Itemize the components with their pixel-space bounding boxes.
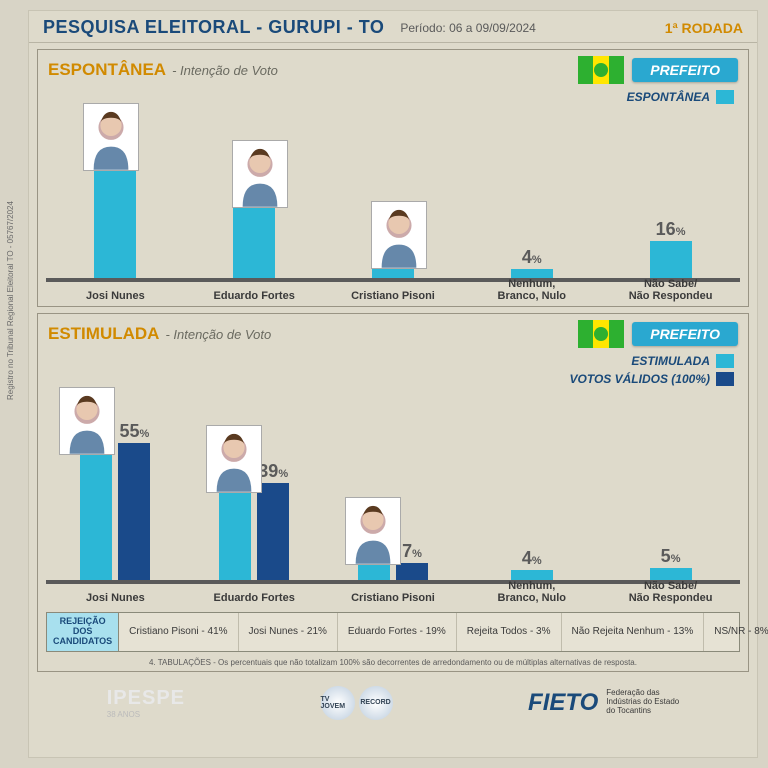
bar: 4%: [372, 269, 414, 278]
tv-logos: TV JOVEM RECORD: [321, 686, 393, 720]
bars-group: 30%: [233, 208, 275, 278]
bars-group: 50%55%: [80, 443, 150, 581]
stimulated-legend: ESTIMULADA VOTOS VÁLIDOS (100%): [38, 350, 748, 386]
category-label: Não Sabe/Não Respondeu: [629, 278, 713, 302]
record-logo: RECORD: [359, 686, 393, 720]
category-label: Nenhum,Branco, Nulo: [498, 278, 566, 302]
rejection-item: Josi Nunes - 21%: [239, 613, 338, 651]
bar: 16%: [650, 241, 692, 278]
chart-slot: 4%Nenhum,Branco, Nulo: [462, 106, 601, 306]
rejection-item: Rejeita Todos - 3%: [457, 613, 562, 651]
chart-slot: 4%Nenhum,Branco, Nulo: [462, 388, 601, 608]
category-label: Cristiano Pisoni: [351, 592, 435, 604]
flag-icon: [578, 56, 624, 84]
chart-slot: 4% Cristiano Pisoni: [324, 106, 463, 306]
category-label: Cristiano Pisoni: [351, 290, 435, 302]
rejection-item: Cristiano Pisoni - 41%: [119, 613, 238, 651]
candidate-photo: [206, 425, 262, 493]
candidate-photo: [232, 140, 288, 208]
header-title: PESQUISA ELEITORAL - GURUPI - TO: [43, 17, 384, 38]
candidate-photo: [59, 387, 115, 455]
chart-slot: 16%Não Sabe/Não Respondeu: [601, 106, 740, 306]
ipespe-logo: IPESPE 38 ANOS: [107, 687, 185, 719]
bars-group: 16%: [650, 241, 692, 278]
bars-group: 4%: [511, 570, 553, 580]
rejection-item: NS/NR - 8%: [704, 613, 768, 651]
bar: 4%: [511, 570, 553, 580]
legend-item: ESPONTÂNEA: [627, 90, 734, 104]
fieto-logo: FIETO Federação dasIndústrias do Estadod…: [528, 689, 679, 717]
legend-swatch: [716, 372, 734, 386]
legend-item: ESTIMULADA: [631, 354, 734, 368]
bar: 39%: [257, 483, 289, 581]
bar-value: 39%: [258, 461, 288, 482]
candidate-photo: [371, 201, 427, 269]
stimulated-panel: ESTIMULADA - Intenção de Voto PREFEITO E…: [37, 313, 749, 672]
bar: 35%: [219, 493, 251, 581]
bar: 7%: [396, 563, 428, 581]
rejection-title: REJEIÇÃO DOSCANDIDATOS: [47, 613, 119, 651]
bar-value: 5%: [661, 546, 681, 567]
spontaneous-chart: 46% Josi Nunes 30% Eduardo Fortes 4% Cristian…: [46, 106, 740, 306]
bar-value: 4%: [522, 548, 542, 569]
spontaneous-legend: ESPONTÂNEA: [38, 86, 748, 104]
bars-group: 5%: [650, 568, 692, 581]
rejection-strip: REJEIÇÃO DOSCANDIDATOS Cristiano Pisoni …: [46, 612, 740, 652]
header-period: Período: 06 a 09/09/2024: [400, 21, 535, 35]
header-round: 1ª RODADA: [665, 20, 743, 36]
prefeito-badge: PREFEITO: [632, 322, 738, 346]
tvjovem-logo: TV JOVEM: [321, 686, 355, 720]
bar-value: 7%: [402, 541, 422, 562]
chart-slot: 6% 7% Cristiano Pisoni: [324, 388, 463, 608]
category-label: Eduardo Fortes: [214, 290, 295, 302]
legend-swatch: [716, 354, 734, 368]
bar-value: 16%: [656, 219, 686, 240]
spontaneous-title: ESPONTÂNEA: [48, 60, 166, 80]
bars-group: 46%: [94, 171, 136, 278]
tabulation-footnote: 4. TABULAÇÕES - Os percentuais que não t…: [38, 656, 748, 671]
category-label: Nenhum,Branco, Nulo: [498, 580, 566, 604]
spontaneous-subtitle: - Intenção de Voto: [172, 63, 278, 78]
bar-value: 55%: [119, 421, 149, 442]
category-label: Josi Nunes: [86, 592, 145, 604]
candidate-photo: [83, 103, 139, 171]
spontaneous-panel: ESPONTÂNEA - Intenção de Voto PREFEITO E…: [37, 49, 749, 307]
bar: 50%: [80, 455, 112, 580]
bars-group: 4%: [372, 269, 414, 278]
legend-swatch: [716, 90, 734, 104]
bar: 5%: [650, 568, 692, 581]
category-label: Josi Nunes: [86, 290, 145, 302]
stimulated-subtitle: - Intenção de Voto: [165, 327, 271, 342]
bar: 6%: [358, 565, 390, 580]
stimulated-chart: 50%55%Josi Nunes35%39%Eduardo Fortes6%7%…: [46, 388, 740, 608]
header: PESQUISA ELEITORAL - GURUPI - TO Período…: [29, 11, 757, 43]
registration-text: Registro no Tribunal Regional Eleitoral …: [6, 201, 15, 400]
prefeito-badge: PREFEITO: [632, 58, 738, 82]
infographic-frame: PESQUISA ELEITORAL - GURUPI - TO Período…: [28, 10, 758, 758]
rejection-item: Não Rejeita Nenhum - 13%: [562, 613, 705, 651]
rejection-item: Eduardo Fortes - 19%: [338, 613, 457, 651]
bar: 30%: [233, 208, 275, 278]
category-label: Não Sabe/Não Respondeu: [629, 580, 713, 604]
footer: IPESPE 38 ANOS TV JOVEM RECORD FIETO Fed…: [29, 678, 757, 728]
chart-slot: 50%55%Josi Nunes: [46, 388, 185, 608]
flag-icon: [578, 320, 624, 348]
bar: 4%: [511, 269, 553, 278]
chart-slot: 30% Eduardo Fortes: [185, 106, 324, 306]
bar: 46%: [94, 171, 136, 278]
chart-slot: 5%Não Sabe/Não Respondeu: [601, 388, 740, 608]
category-label: Eduardo Fortes: [214, 592, 295, 604]
bars-group: 4%: [511, 269, 553, 278]
chart-slot: 46% Josi Nunes: [46, 106, 185, 306]
candidate-photo: [345, 497, 401, 565]
bar-value: 4%: [522, 247, 542, 268]
legend-item: VOTOS VÁLIDOS (100%): [570, 372, 734, 386]
stimulated-title: ESTIMULADA: [48, 324, 159, 344]
chart-slot: 35%39%Eduardo Fortes: [185, 388, 324, 608]
bars-group: 35%39%: [219, 483, 289, 581]
bar: 55%: [118, 443, 150, 581]
